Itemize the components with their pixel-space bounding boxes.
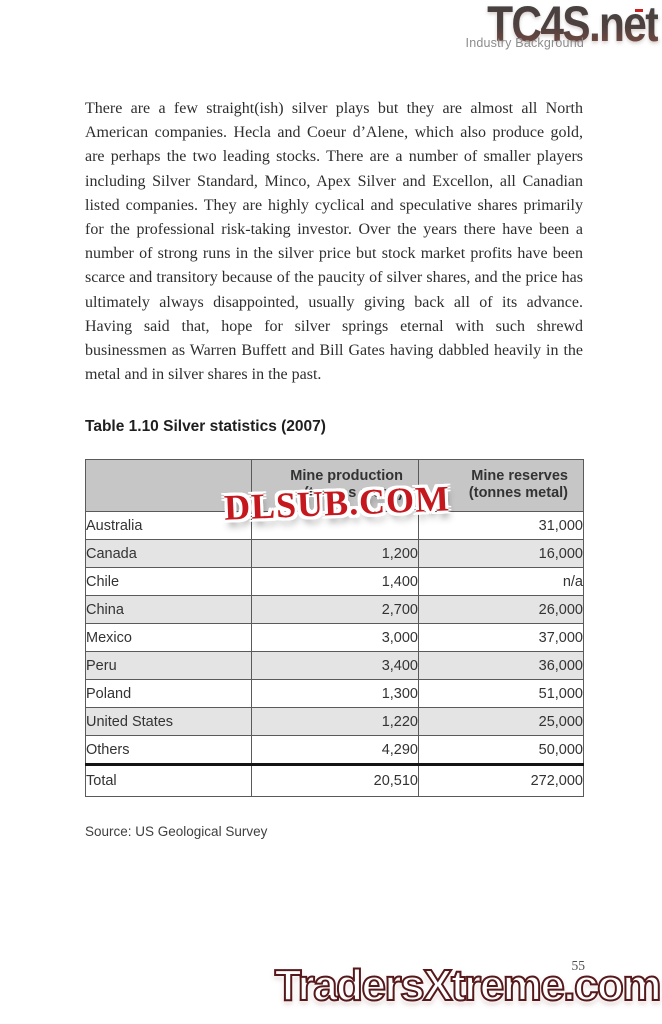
table-header-row: Mine production (tonnes metal) Mine reser… bbox=[85, 459, 584, 513]
logo-red-dash bbox=[635, 9, 643, 12]
country-cell: Peru bbox=[85, 651, 252, 681]
header-reserves-line1: Mine reserves bbox=[471, 468, 568, 485]
country-cell: Total bbox=[85, 763, 252, 798]
table-row: United States 1,220 25,000 bbox=[85, 707, 584, 737]
tc4s-logo: TC4S.net bbox=[487, 0, 659, 52]
production-cell: 1,400 bbox=[251, 567, 419, 597]
page-content: There are a few straight(ish) silver pla… bbox=[85, 97, 584, 840]
source-note: Source: US Geological Survey bbox=[85, 824, 268, 840]
header-production-line2: (tonnes metal) bbox=[303, 485, 403, 502]
header-reserves-cell: Mine reserves (tonnes metal) bbox=[418, 459, 584, 513]
production-cell: 1,220 bbox=[251, 707, 419, 737]
country-cell: China bbox=[85, 595, 252, 625]
table-row: Poland 1,300 51,000 bbox=[85, 679, 584, 709]
production-cell: 2,700 bbox=[251, 595, 419, 625]
country-cell: Mexico bbox=[85, 623, 252, 653]
header-country-cell bbox=[85, 459, 252, 513]
reserves-cell: 26,000 bbox=[418, 595, 584, 625]
table-row: Peru 3,400 36,000 bbox=[85, 651, 584, 681]
table-row: Chile 1,400 n/a bbox=[85, 567, 584, 597]
page-number: 55 bbox=[572, 958, 586, 974]
production-cell: 20,510 bbox=[251, 763, 419, 798]
production-cell: 4,290 bbox=[251, 735, 419, 766]
production-cell: 3,400 bbox=[251, 651, 419, 681]
production-cell bbox=[251, 511, 419, 541]
header-production-cell: Mine production (tonnes metal) bbox=[251, 459, 419, 513]
production-cell: 1,300 bbox=[251, 679, 419, 709]
reserves-cell: 31,000 bbox=[418, 511, 584, 541]
reserves-cell: n/a bbox=[418, 567, 584, 597]
reserves-cell: 50,000 bbox=[418, 735, 584, 766]
silver-statistics-table: Mine production (tonnes metal) Mine reser… bbox=[85, 459, 584, 798]
table-row: Australia 31,000 bbox=[85, 511, 584, 541]
reserves-cell: 25,000 bbox=[418, 707, 584, 737]
production-cell: 3,000 bbox=[251, 623, 419, 653]
table-row: Mexico 3,000 37,000 bbox=[85, 623, 584, 653]
table-row: Others 4,290 50,000 bbox=[85, 735, 584, 766]
production-cell: 1,200 bbox=[251, 539, 419, 569]
tradersxtreme-logo: TradersXtreme.com bbox=[274, 961, 662, 1010]
reserves-cell: 36,000 bbox=[418, 651, 584, 681]
country-cell: Australia bbox=[85, 511, 252, 541]
reserves-cell: 51,000 bbox=[418, 679, 584, 709]
table-row: Canada 1,200 16,000 bbox=[85, 539, 584, 569]
country-cell: Poland bbox=[85, 679, 252, 709]
country-cell: United States bbox=[85, 707, 252, 737]
country-cell: Canada bbox=[85, 539, 252, 569]
reserves-cell: 37,000 bbox=[418, 623, 584, 653]
reserves-cell: 272,000 bbox=[418, 763, 584, 798]
table-total-row: Total 20,510 272,000 bbox=[85, 763, 584, 798]
table-row: China 2,700 26,000 bbox=[85, 595, 584, 625]
header-reserves-line2: (tonnes metal) bbox=[468, 485, 568, 502]
table-caption: Table 1.10 Silver statistics (2007) bbox=[85, 418, 326, 436]
country-cell: Chile bbox=[85, 567, 252, 597]
reserves-cell: 16,000 bbox=[418, 539, 584, 569]
section-header: Industry Background bbox=[465, 36, 584, 50]
header-production-line1: Mine production bbox=[290, 468, 403, 485]
body-paragraph: There are a few straight(ish) silver pla… bbox=[85, 100, 583, 384]
country-cell: Others bbox=[85, 735, 252, 766]
